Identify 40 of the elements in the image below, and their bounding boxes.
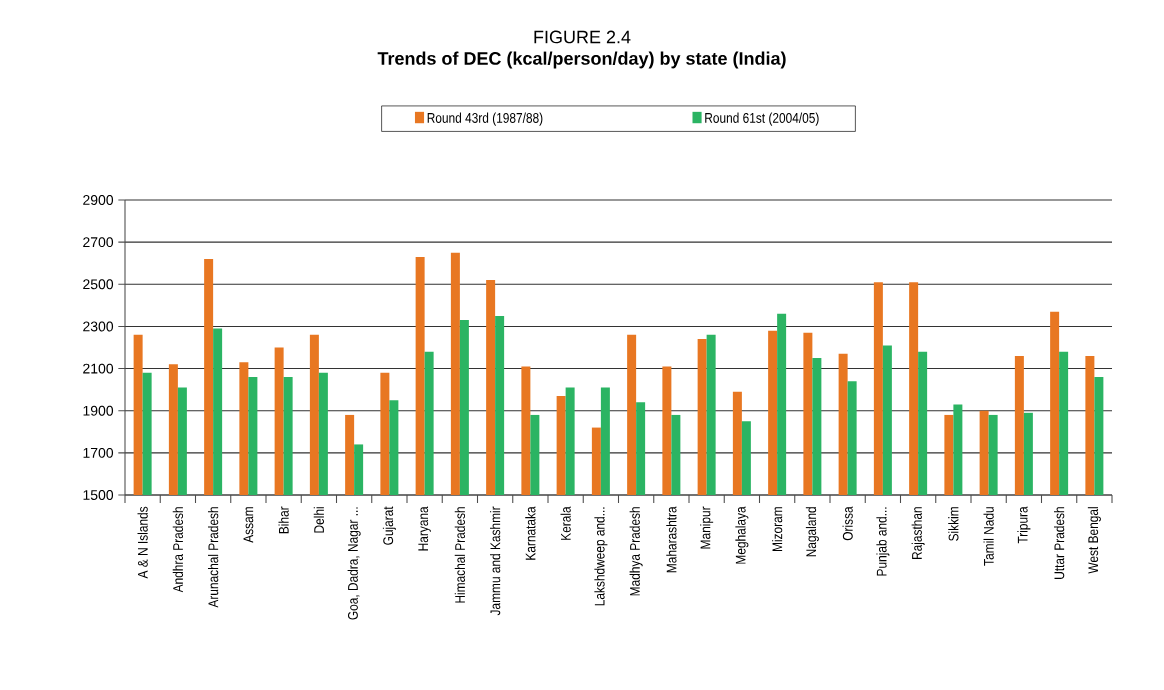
x-tick-label: Karnataka bbox=[525, 506, 536, 560]
x-tick-label: Maharashtra bbox=[666, 506, 677, 573]
x-tick-label: Orissa bbox=[842, 506, 853, 541]
x-tick-label: Himachal Pradesh bbox=[454, 507, 466, 603]
y-tick-label: 2100 bbox=[83, 363, 114, 374]
x-tick-label: Delhi bbox=[313, 507, 325, 533]
x-tick-label: Assam bbox=[243, 507, 254, 543]
y-tick-label: 2500 bbox=[83, 279, 114, 290]
x-tick-label: Bihar bbox=[278, 506, 289, 534]
y-tick-label: 2700 bbox=[83, 237, 114, 248]
chart-title: Trends of DEC (kcal/person/day) by state (India) bbox=[377, 51, 786, 69]
x-tick-label: Nagaland bbox=[805, 507, 819, 557]
legend-label: Round 43rd (1987/88) bbox=[427, 112, 543, 126]
legend-label: Round 61st (2004/05) bbox=[705, 112, 819, 126]
x-tick-label: Mizoram bbox=[771, 507, 783, 552]
y-tick-label: 1500 bbox=[83, 490, 114, 500]
y-tick-label: 2300 bbox=[83, 321, 114, 332]
x-tick-label: Rajasthan bbox=[911, 507, 925, 559]
y-tick-label: 1900 bbox=[83, 405, 114, 416]
chart-subtitle: FIGURE 2.4 bbox=[534, 30, 631, 44]
x-tick-label: Madhya Pradesh bbox=[629, 507, 643, 596]
x-tick-label: Sikkim bbox=[948, 507, 959, 541]
x-tick-label: Lakshdweep and... bbox=[594, 507, 608, 606]
x-tick-label: West Bengal bbox=[1087, 507, 1101, 574]
x-tick-label: Meghalaya bbox=[735, 506, 749, 564]
x-tick-label: Haryana bbox=[418, 506, 431, 551]
x-tick-label: Kerala bbox=[560, 506, 571, 540]
x-tick-label: Punjab and... bbox=[876, 507, 890, 576]
x-tick-label: Andhra Pradesh bbox=[172, 507, 184, 593]
x-tick-label: Jammu and Kashmir bbox=[489, 506, 501, 616]
x-tick-label: Goa, Dadra, Nagar ... bbox=[347, 507, 361, 620]
x-tick-label: Manipur bbox=[700, 506, 714, 549]
y-tick-label: 2900 bbox=[83, 195, 114, 205]
x-tick-label: A & N Islands bbox=[137, 506, 148, 579]
x-tick-label: Tamil Nadu bbox=[983, 507, 994, 566]
y-tick-label: 1700 bbox=[83, 447, 114, 458]
x-tick-label: Arunachal Pradesh bbox=[207, 507, 219, 608]
x-tick-label: Uttar Pradesh bbox=[1053, 507, 1065, 579]
x-tick-label: Tripura bbox=[1017, 506, 1031, 544]
x-tick-label: Gujarat bbox=[382, 506, 396, 545]
